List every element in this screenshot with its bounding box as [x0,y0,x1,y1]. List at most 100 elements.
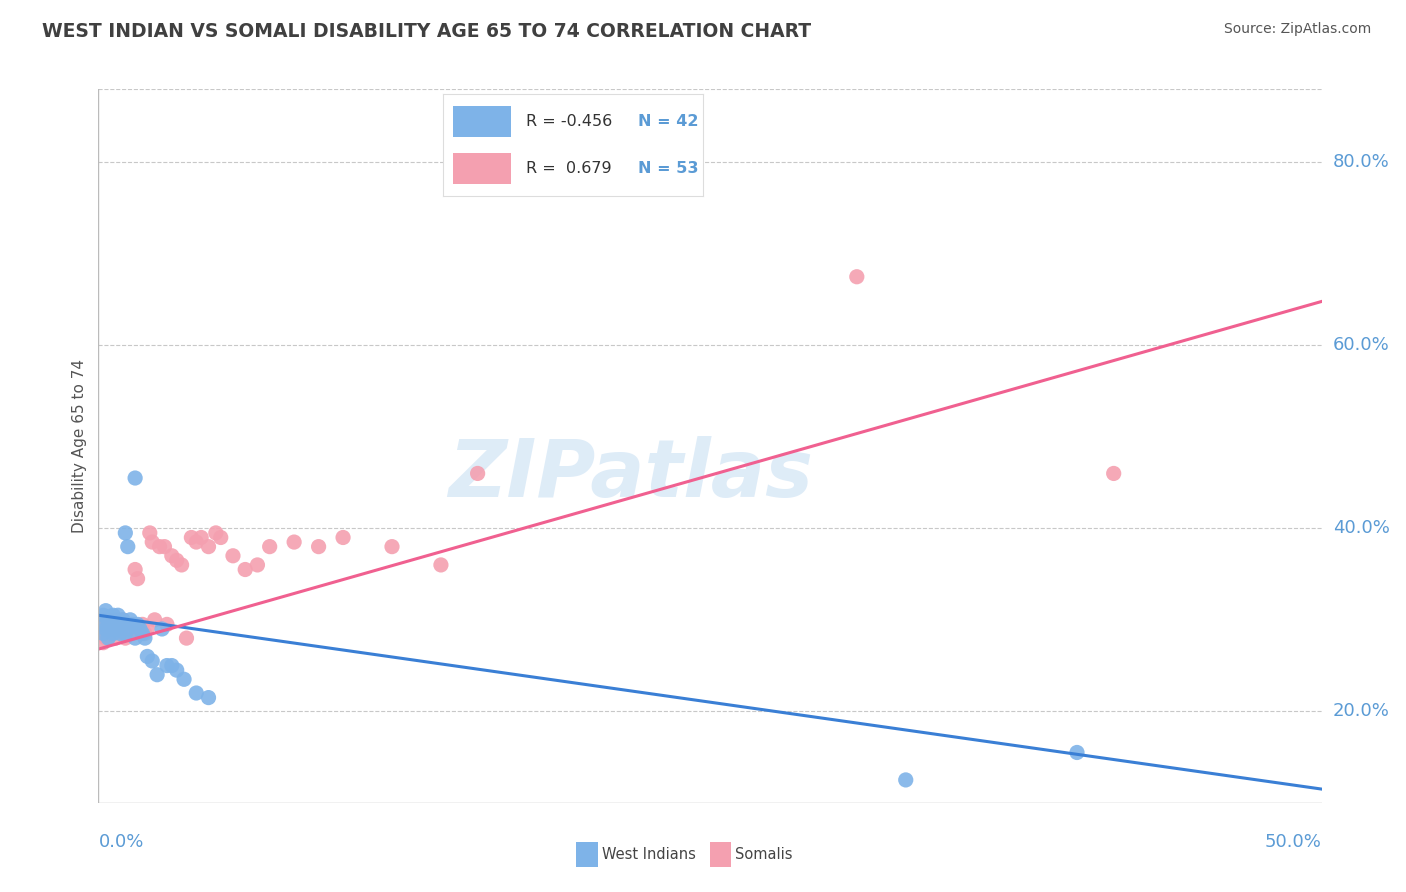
Point [467,467,489,481]
Text: 80.0%: 80.0% [1333,153,1389,171]
Text: ZIPatlas: ZIPatlas [449,435,813,514]
Point [107,622,129,636]
Point [121,626,143,640]
Text: Somalis: Somalis [735,847,793,862]
Point [134,626,156,640]
Point [111,626,134,640]
Point [190,531,212,545]
Text: 60.0%: 60.0% [1333,336,1389,354]
Text: N = 42: N = 42 [638,114,699,128]
Point [186,686,208,700]
Point [149,540,172,554]
Point [97,613,120,627]
Point [114,631,136,645]
Point [134,631,156,645]
Point [180,531,202,545]
Point [259,540,281,554]
Point [117,540,139,554]
Point [430,558,453,572]
Point [107,608,129,623]
Text: Source: ZipAtlas.com: Source: ZipAtlas.com [1223,22,1371,37]
Point [173,673,195,687]
Point [129,622,152,636]
Text: 50.0%: 50.0% [1265,833,1322,851]
Point [136,649,159,664]
Point [166,553,188,567]
Point [166,663,188,677]
Point [91,608,114,623]
Point [131,617,153,632]
Point [186,535,208,549]
Point [90,617,112,632]
Point [104,613,127,627]
Point [124,631,146,645]
Point [233,562,256,576]
Point [100,622,122,636]
Point [111,613,134,627]
Text: West Indians: West Indians [602,847,696,862]
Point [209,531,232,545]
Point [381,540,404,554]
Y-axis label: Disability Age 65 to 74: Disability Age 65 to 74 [72,359,87,533]
Point [845,269,868,284]
Point [246,558,269,572]
Point [170,558,193,572]
Point [156,617,179,632]
Point [136,622,159,636]
Bar [453,153,510,184]
Text: 20.0%: 20.0% [1333,702,1389,721]
Point [101,626,124,640]
Point [139,525,162,540]
Point [94,617,117,632]
Text: R = -0.456: R = -0.456 [526,114,613,128]
Point [110,626,132,640]
Point [1066,746,1088,760]
Point [153,540,176,554]
Point [160,549,183,563]
Point [1102,467,1125,481]
Point [101,608,124,623]
Point [94,604,117,618]
Point [91,613,114,627]
Point [104,613,127,627]
Text: N = 53: N = 53 [638,161,699,176]
Point [100,622,122,636]
Point [127,617,149,632]
Point [156,658,179,673]
Point [141,654,163,668]
Point [91,636,114,650]
Point [114,525,136,540]
Point [141,535,163,549]
Point [127,572,149,586]
Point [197,540,219,554]
Point [111,613,134,627]
Point [114,626,136,640]
Point [146,667,169,681]
Point [90,626,112,640]
Text: WEST INDIAN VS SOMALI DISABILITY AGE 65 TO 74 CORRELATION CHART: WEST INDIAN VS SOMALI DISABILITY AGE 65 … [42,22,811,41]
Point [101,617,124,632]
Point [160,658,183,673]
Point [124,471,146,485]
Point [124,562,146,576]
Point [197,690,219,705]
Point [110,617,132,632]
Text: 0.0%: 0.0% [98,833,143,851]
Point [176,631,198,645]
Point [104,617,127,632]
Point [150,622,173,636]
Point [100,617,122,632]
Point [100,626,122,640]
Point [120,617,142,632]
Point [94,622,117,636]
Point [120,613,142,627]
Point [131,626,153,640]
Point [222,549,245,563]
Point [97,631,120,645]
Point [283,535,305,549]
Point [117,622,139,636]
Point [121,617,143,632]
Point [111,617,134,632]
Point [332,531,354,545]
Point [104,631,127,645]
